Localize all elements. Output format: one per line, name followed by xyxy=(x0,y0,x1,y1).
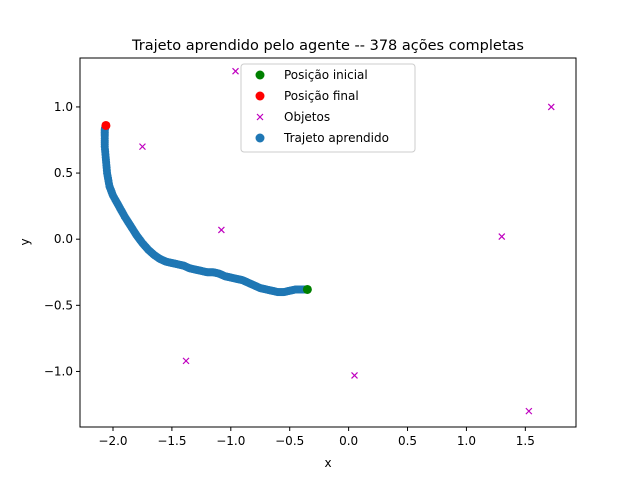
object-marker-stroke-b xyxy=(182,357,190,365)
x-tick-label: 1.0 xyxy=(457,434,476,448)
legend: Posição inicial Posição final Objetos Traje… xyxy=(240,63,416,153)
object-marker xyxy=(351,371,358,379)
object-marker-stroke-b xyxy=(498,233,506,240)
y-tick-label: 0.5 xyxy=(54,166,73,180)
legend-entry-label: Objetos xyxy=(284,110,330,124)
object-marker xyxy=(217,226,225,234)
y-tick-label: 1.0 xyxy=(54,100,73,114)
x-axis-label: x xyxy=(324,456,331,470)
object-marker-stroke-b xyxy=(232,67,239,75)
legend-entry-label: Posição inicial xyxy=(284,68,368,82)
legend-marker xyxy=(256,113,264,121)
object-marker xyxy=(182,357,190,365)
legend-box xyxy=(240,63,416,153)
object-marker-stroke-b xyxy=(217,226,225,234)
x-tick-label: −2.0 xyxy=(98,434,127,448)
object-marker xyxy=(547,103,555,111)
x-tick-label: −0.5 xyxy=(275,434,304,448)
object-marker-stroke-b xyxy=(525,407,533,415)
legend-marker xyxy=(255,133,265,143)
end-point xyxy=(101,120,111,130)
y-tick-label: 0.0 xyxy=(54,232,73,246)
start-point xyxy=(302,284,312,294)
x-tick-label: −1.0 xyxy=(216,434,245,448)
object-marker-stroke-b xyxy=(139,143,146,151)
x-tick-label: −1.5 xyxy=(157,434,186,448)
y-tick-label: −0.5 xyxy=(44,298,73,312)
object-marker-stroke-b xyxy=(547,103,555,111)
legend-marker-stroke-b xyxy=(256,113,264,121)
axes-frame xyxy=(79,57,577,428)
object-marker xyxy=(525,407,533,415)
object-marker xyxy=(139,143,146,151)
x-tick-label: 1.5 xyxy=(516,434,535,448)
x-tick-label: 0.5 xyxy=(398,434,417,448)
y-axis-label: y xyxy=(18,238,32,245)
legend-entry-label: Posição final xyxy=(284,89,359,103)
chart-title: Trajeto aprendido pelo agente -- 378 açõ… xyxy=(131,38,524,54)
legend-marker xyxy=(255,70,265,80)
plot-area: −2.0 −1.5 −1.0 −0.5 0.0 0.5 1.0 1.5 −1.0 −0.5 0.0 0… xyxy=(44,57,577,448)
x-tick-label: 0.0 xyxy=(339,434,358,448)
object-marker-stroke-b xyxy=(351,371,358,379)
legend-marker xyxy=(255,91,265,101)
legend-entry-label: Trajeto aprendido xyxy=(283,131,389,145)
y-tick-label: −1.0 xyxy=(44,364,73,378)
object-marker xyxy=(498,233,506,240)
object-marker xyxy=(232,67,239,75)
